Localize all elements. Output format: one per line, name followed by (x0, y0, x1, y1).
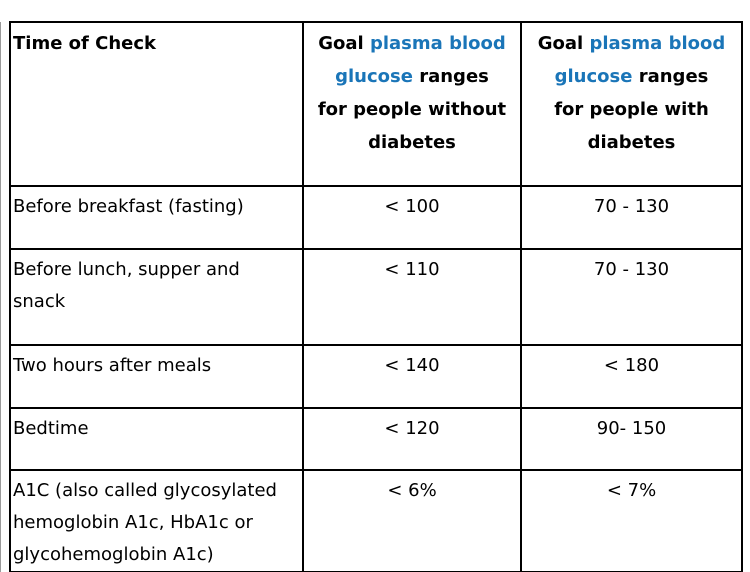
text-segment: Goal (318, 33, 370, 54)
text-segment: snack (13, 291, 66, 312)
text-segment: diabetes (368, 132, 456, 153)
text-segment: glycohemoglobin A1c) (13, 544, 214, 565)
table-row: A1C (also called glycosylated hemoglobin … (9, 469, 743, 572)
table-body: Before breakfast (fasting) < 100 70 - 130 B… (9, 185, 743, 572)
value-without-diabetes: < 100 (302, 185, 522, 250)
row-label: Before lunch, supper and snack (9, 248, 304, 346)
plasma-blood-glucose-link[interactable]: glucose (335, 66, 413, 87)
row-label: Two hours after meals (9, 344, 304, 409)
table-row: Before lunch, supper and snack < 110 70 - 1… (9, 248, 743, 346)
page-left-edge-line (0, 22, 1, 572)
text-segment: hemoglobin A1c, HbA1c or (13, 512, 253, 533)
plasma-blood-glucose-link[interactable]: plasma blood (369, 33, 506, 54)
row-label: Before breakfast (fasting) (9, 185, 304, 250)
glucose-goals-table: Time of Check Goal plasma blood glucose r… (9, 21, 743, 572)
value-with-diabetes: < 7% (520, 469, 743, 572)
table-header-row: Time of Check Goal plasma blood glucose r… (9, 21, 743, 187)
value-with-diabetes: 70 - 130 (520, 248, 743, 346)
text-segment: diabetes (587, 132, 676, 153)
plasma-blood-glucose-link[interactable]: glucose (554, 66, 633, 87)
header-goal-without-diabetes: Goal plasma blood glucose ranges for peopl… (302, 21, 522, 187)
text-segment: Before breakfast (fasting) (13, 196, 244, 217)
value-without-diabetes: < 110 (302, 248, 522, 346)
plasma-blood-glucose-link[interactable]: plasma blood (589, 33, 726, 54)
text-segment: for people without (317, 99, 507, 120)
text-segment: for people with (554, 99, 709, 120)
text-segment: Bedtime (13, 418, 89, 439)
value-without-diabetes: < 6% (302, 469, 522, 572)
text-segment: A1C (also called glycosylated (13, 480, 277, 501)
table-row: Two hours after meals < 140 < 180 (9, 344, 743, 409)
text-segment: Before lunch, supper and (13, 259, 240, 280)
table-row: Bedtime < 120 90- 150 (9, 407, 743, 471)
value-with-diabetes: 90- 150 (520, 407, 743, 471)
value-with-diabetes: < 180 (520, 344, 743, 409)
header-time-of-check: Time of Check (9, 21, 304, 187)
value-with-diabetes: 70 - 130 (520, 185, 743, 250)
text-segment: ranges (412, 66, 489, 87)
table-row: Before breakfast (fasting) < 100 70 - 130 (9, 185, 743, 250)
row-label: Bedtime (9, 407, 304, 471)
header-goal-with-diabetes: Goal plasma blood glucose ranges for peopl… (520, 21, 743, 187)
text-segment: Goal (537, 33, 590, 54)
text-segment: Two hours after meals (13, 355, 212, 376)
value-without-diabetes: < 140 (302, 344, 522, 409)
value-without-diabetes: < 120 (302, 407, 522, 471)
text-segment: ranges (632, 66, 709, 87)
row-label: A1C (also called glycosylated hemoglobin … (9, 469, 304, 572)
